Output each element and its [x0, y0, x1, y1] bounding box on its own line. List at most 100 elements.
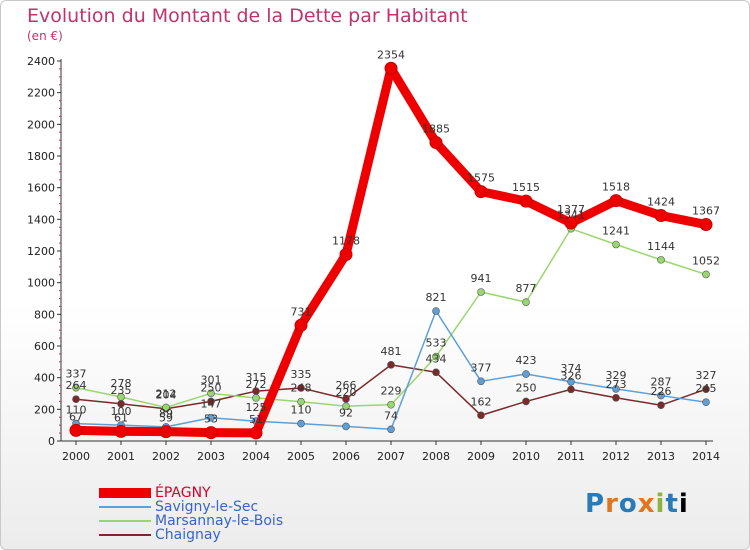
- data-label: 1575: [467, 172, 495, 185]
- data-label: 877: [516, 282, 537, 295]
- data-label: 147: [201, 398, 222, 411]
- data-point: [474, 185, 488, 199]
- data-point: [207, 413, 215, 422]
- x-tick-label: 2000: [62, 450, 90, 463]
- data-point: [432, 307, 440, 315]
- data-label: 89: [159, 407, 173, 420]
- data-point: [297, 397, 305, 406]
- data-label: 1052: [692, 254, 720, 267]
- data-point: [204, 426, 218, 440]
- data-label: 335: [291, 368, 312, 381]
- y-tick-label: 2000: [27, 118, 55, 131]
- x-tick-label: 2004: [242, 450, 270, 463]
- data-point: [477, 288, 485, 296]
- data-label: 1424: [647, 196, 675, 209]
- data-point: [297, 384, 305, 392]
- data-label: 1885: [422, 123, 450, 136]
- data-label: 337: [66, 368, 87, 381]
- logo-char: P: [585, 489, 606, 519]
- x-tick-label: 2001: [107, 450, 135, 463]
- legend-swatch: [99, 506, 151, 508]
- y-tick-label: 1800: [27, 150, 55, 163]
- data-label: 821: [426, 291, 447, 304]
- legend-swatch: [99, 520, 151, 522]
- data-label: 110: [66, 404, 87, 417]
- data-label: 272: [246, 378, 267, 391]
- data-label: 1515: [512, 181, 540, 194]
- data-label: 326: [561, 369, 582, 382]
- data-label: 1144: [647, 240, 675, 253]
- chart-subtitle: (en €): [27, 29, 63, 43]
- data-label: 162: [471, 395, 492, 408]
- x-tick-label: 2010: [512, 450, 540, 463]
- logo-char: i: [678, 489, 689, 519]
- data-point: [342, 402, 350, 410]
- legend-swatch: [99, 488, 151, 498]
- x-tick-label: 2012: [602, 450, 630, 463]
- legend-item: Marsannay-le-Bois: [99, 514, 283, 528]
- data-label: 423: [516, 354, 537, 367]
- data-label: 327: [696, 369, 717, 382]
- legend-item: Savigny-le-Sec: [99, 500, 283, 514]
- y-tick-label: 0: [48, 435, 55, 448]
- data-point: [387, 361, 395, 369]
- data-label: 220: [336, 386, 357, 399]
- data-label: 204: [156, 389, 177, 402]
- logo-char: x: [637, 489, 656, 519]
- data-label: 245: [696, 382, 717, 395]
- y-tick-label: 800: [34, 308, 55, 321]
- data-label: 229: [381, 385, 402, 398]
- data-point: [612, 240, 620, 249]
- data-point: [612, 385, 620, 393]
- y-tick-label: 200: [34, 403, 55, 416]
- data-point: [477, 377, 485, 386]
- data-label: 235: [111, 384, 132, 397]
- data-label: 226: [651, 385, 672, 398]
- data-point: [159, 425, 173, 439]
- data-label: 315: [246, 371, 267, 384]
- data-point: [519, 194, 533, 208]
- y-tick-label: 600: [34, 340, 55, 353]
- x-tick-label: 2008: [422, 450, 450, 463]
- data-label: 1241: [602, 225, 630, 238]
- logo-char: o: [618, 489, 638, 519]
- data-label: 248: [291, 382, 312, 395]
- x-tick-label: 2005: [287, 450, 315, 463]
- data-label: 481: [381, 345, 402, 358]
- data-point: [114, 424, 128, 438]
- x-tick-label: 2002: [152, 450, 180, 463]
- data-label: 67: [69, 410, 83, 423]
- data-point: [567, 377, 575, 386]
- data-label: 51: [249, 413, 263, 426]
- data-point: [657, 391, 665, 400]
- data-point: [252, 394, 260, 402]
- data-label: 287: [651, 376, 672, 389]
- y-tick-label: 1400: [27, 213, 55, 226]
- x-tick-label: 2007: [377, 450, 405, 463]
- legend-label: Savigny-le-Sec: [155, 499, 259, 515]
- x-tick-label: 2014: [692, 450, 720, 463]
- data-label: 59: [159, 412, 173, 425]
- data-point: [564, 216, 578, 230]
- data-point: [657, 401, 665, 410]
- chart-legend: ÉPAGNY Savigny-le-Sec Marsannay-le-Bois Cha…: [99, 486, 283, 542]
- data-label: 278: [111, 377, 132, 390]
- data-point: [702, 270, 710, 279]
- data-point: [387, 425, 395, 434]
- y-tick-label: 2400: [27, 55, 55, 68]
- data-label: 1178: [332, 234, 360, 247]
- data-point: [702, 398, 710, 407]
- y-tick-label: 1200: [27, 245, 55, 258]
- legend-item: Chaignay: [99, 528, 283, 542]
- data-point: [249, 426, 263, 440]
- data-label: 212: [156, 387, 177, 400]
- data-point: [609, 194, 623, 208]
- data-point: [522, 298, 530, 306]
- data-point: [72, 395, 80, 404]
- data-point: [297, 419, 305, 428]
- data-point: [522, 397, 530, 406]
- logo-char: r: [605, 489, 619, 519]
- legend-item: ÉPAGNY: [99, 486, 283, 500]
